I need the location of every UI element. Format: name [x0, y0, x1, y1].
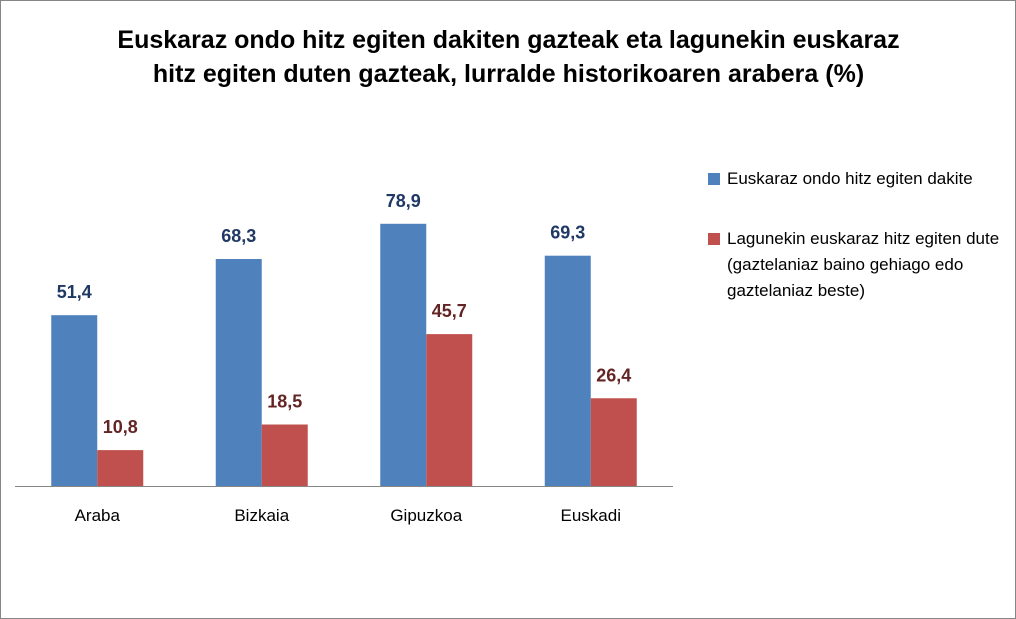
bar-speaks-well-gipuzkoa [380, 223, 427, 486]
data-label-with-friends-araba: 10,8 [103, 417, 138, 437]
data-label-with-friends-bizkaia: 18,5 [267, 392, 302, 412]
legend-entry-speaks-well: Euskaraz ondo hitz egiten dakite [708, 166, 1008, 192]
data-label-speaks-well-euskadi: 69,3 [550, 223, 585, 243]
chart-title: Euskaraz ondo hitz egiten dakiten gaztea… [41, 23, 976, 91]
x-tick-label-gipuzkoa: Gipuzkoa [390, 506, 462, 525]
legend-entry-with-friends: Lagunekin euskaraz hitz egiten dute (gaz… [708, 226, 1008, 304]
data-label-speaks-well-gipuzkoa: 78,9 [386, 191, 421, 211]
chart-title-line-1: Euskaraz ondo hitz egiten dakiten gaztea… [117, 26, 900, 54]
bar-speaks-well-bizkaia [215, 259, 262, 486]
data-label-speaks-well-araba: 51,4 [57, 282, 92, 302]
legend-label-with-friends: Lagunekin euskaraz hitz egiten dute (gaz… [727, 229, 1000, 300]
data-label-speaks-well-bizkaia: 68,3 [221, 226, 256, 246]
legend: Euskaraz ondo hitz egiten dakite Lagunek… [708, 166, 1008, 338]
legend-swatch-speaks-well [708, 173, 720, 185]
data-label-with-friends-euskadi: 26,4 [596, 365, 631, 385]
x-tick-label-euskadi: Euskadi [561, 506, 621, 525]
chart-title-line-2: hitz egiten duten gazteak, lurralde hist… [152, 60, 865, 88]
bar-speaks-well-araba [51, 315, 98, 486]
bar-speaks-well-euskadi [544, 255, 591, 486]
x-tick-label-bizkaia: Bizkaia [234, 506, 289, 525]
bar-with-friends-euskadi [590, 398, 637, 486]
bar-with-friends-gipuzkoa [426, 334, 473, 486]
legend-label-speaks-well: Euskaraz ondo hitz egiten dakite [727, 169, 973, 188]
bar-with-friends-bizkaia [261, 424, 308, 486]
legend-swatch-with-friends [708, 233, 720, 245]
bar-with-friends-araba [97, 450, 144, 486]
x-tick-label-araba: Araba [75, 506, 121, 525]
data-label-with-friends-gipuzkoa: 45,7 [432, 301, 467, 321]
